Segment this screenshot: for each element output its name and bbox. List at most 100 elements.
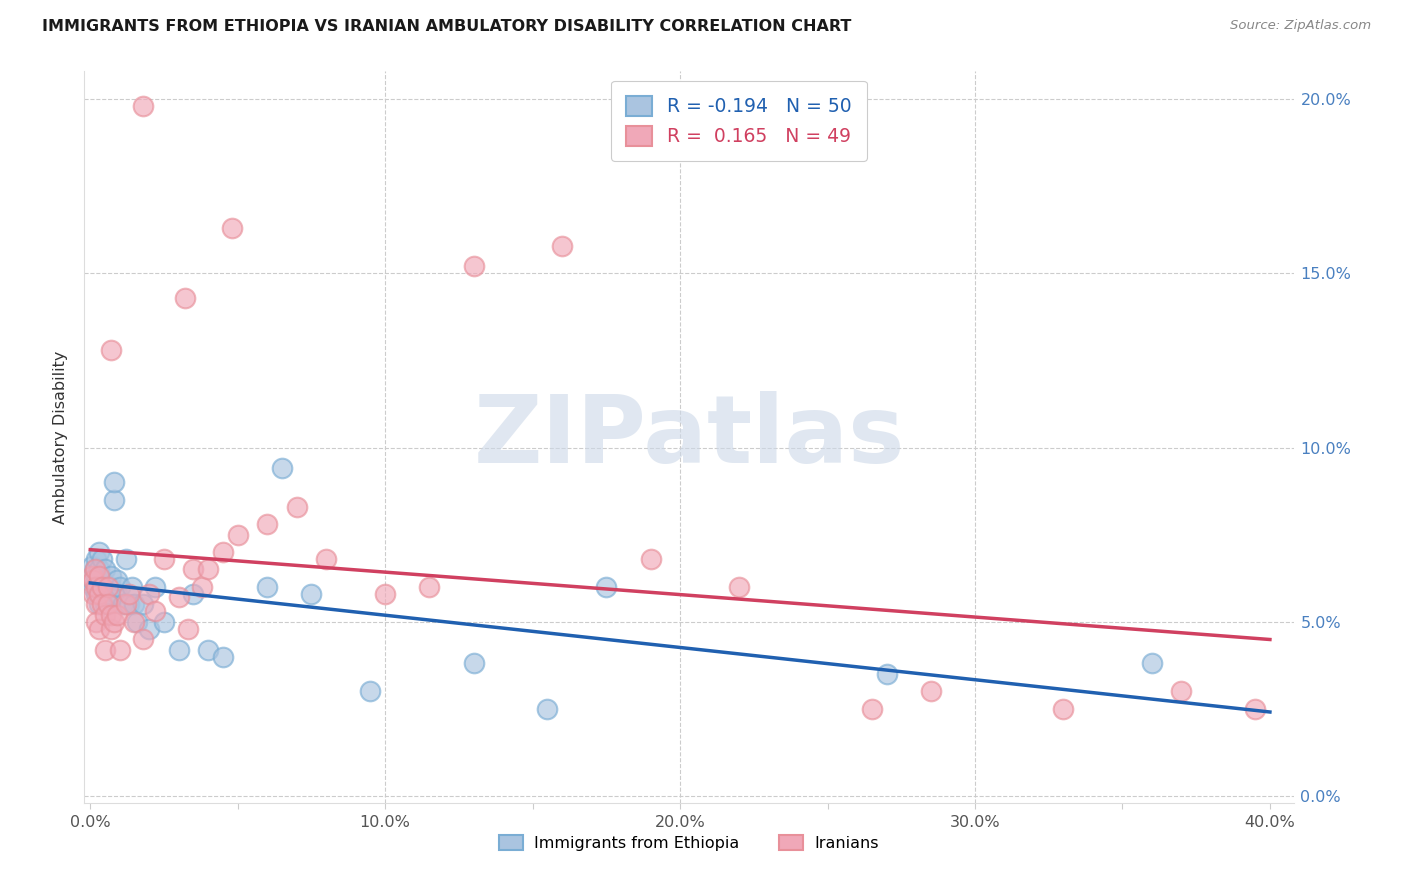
Point (595, 580, 617, 594)
Point (87, 597, 110, 611)
Point (221, 221, 243, 235)
Point (212, 545, 235, 559)
Point (87, 545, 110, 559)
Point (132, 597, 155, 611)
Point (167, 591, 190, 605)
Point (97, 580, 120, 594)
Point (94, 642, 117, 657)
Point (105, 573, 128, 587)
Point (197, 642, 219, 657)
Point (84, 580, 107, 594)
Point (91, 552, 114, 566)
Point (256, 580, 278, 594)
Point (108, 580, 131, 594)
Point (183, 562, 205, 576)
Point (285, 500, 308, 514)
Point (86, 580, 108, 594)
Point (860, 702, 883, 716)
Point (84, 597, 107, 611)
Point (183, 587, 205, 601)
Point (100, 580, 122, 594)
Point (97, 597, 120, 611)
Point (876, 667, 898, 681)
Point (374, 587, 396, 601)
Point (256, 517, 278, 532)
Point (271, 461, 294, 475)
Point (94, 580, 117, 594)
Point (91, 580, 114, 594)
Point (117, 597, 139, 611)
Point (153, 615, 176, 629)
Point (176, 622, 198, 636)
Point (124, 615, 146, 629)
Point (97, 597, 120, 611)
Point (1052, 702, 1074, 716)
Point (173, 291, 195, 305)
Point (132, 99, 155, 113)
Point (301, 587, 323, 601)
Point (108, 642, 131, 657)
Point (124, 597, 146, 611)
Point (91, 580, 114, 594)
Point (97, 587, 120, 601)
Point (82, 573, 104, 587)
Point (87, 569, 110, 583)
Point (114, 597, 136, 611)
Point (1244, 702, 1267, 716)
Point (191, 580, 214, 594)
Point (197, 562, 219, 576)
Point (463, 657, 485, 671)
Point (103, 475, 125, 490)
Point (90, 587, 112, 601)
Point (80, 569, 103, 583)
Point (132, 632, 155, 646)
Point (84, 615, 107, 629)
Point (117, 587, 139, 601)
Point (87, 622, 110, 636)
Point (100, 343, 122, 357)
Point (551, 238, 574, 252)
Point (100, 607, 122, 622)
Point (640, 552, 662, 566)
Point (138, 587, 160, 601)
Point (143, 604, 166, 618)
Point (94, 607, 117, 622)
Point (315, 552, 337, 566)
Point (83, 562, 105, 576)
Point (103, 615, 125, 629)
Point (359, 684, 381, 698)
Point (91, 573, 114, 587)
Point (84, 552, 107, 566)
Text: Source: ZipAtlas.com: Source: ZipAtlas.com (1230, 19, 1371, 32)
Text: IMMIGRANTS FROM ETHIOPIA VS IRANIAN AMBULATORY DISABILITY CORRELATION CHART: IMMIGRANTS FROM ETHIOPIA VS IRANIAN AMBU… (42, 19, 852, 34)
Point (84, 587, 107, 601)
Legend: Immigrants from Ethiopia, Iranians: Immigrants from Ethiopia, Iranians (492, 828, 886, 857)
Point (80, 558, 103, 573)
Point (212, 649, 235, 664)
Point (100, 569, 122, 583)
Point (138, 622, 160, 636)
Point (121, 580, 143, 594)
Point (84, 569, 107, 583)
Point (143, 580, 166, 594)
Point (920, 684, 942, 698)
Point (83, 562, 105, 576)
Point (87, 587, 110, 601)
Point (100, 622, 122, 636)
Point (536, 702, 558, 716)
Point (111, 597, 134, 611)
Point (103, 492, 125, 507)
Point (114, 552, 136, 566)
Point (127, 615, 149, 629)
Point (87, 562, 110, 576)
Point (105, 587, 128, 601)
Y-axis label: Ambulatory Disability: Ambulatory Disability (53, 351, 69, 524)
Point (91, 597, 114, 611)
Text: ZIPatlas: ZIPatlas (474, 391, 904, 483)
Point (82, 573, 104, 587)
Point (226, 527, 249, 541)
Point (418, 580, 440, 594)
Point (463, 260, 485, 274)
Point (94, 597, 117, 611)
Point (82, 580, 104, 594)
